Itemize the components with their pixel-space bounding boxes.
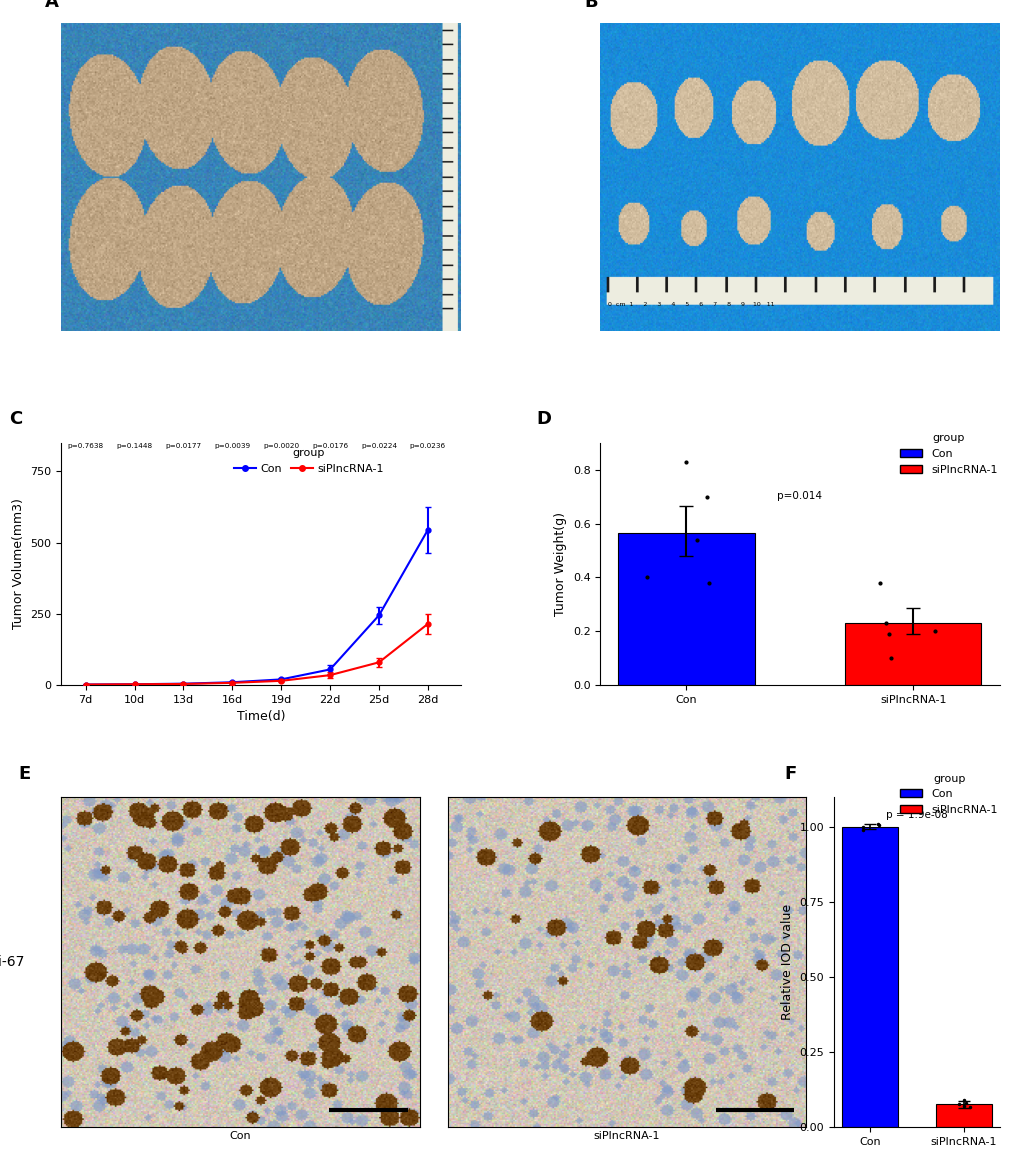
Text: p=0.0224: p=0.0224 xyxy=(361,443,396,448)
Legend: Con, siPlncRNA-1: Con, siPlncRNA-1 xyxy=(229,444,388,478)
Bar xyxy=(841,827,897,1127)
Y-axis label: Tumor Weight(g): Tumor Weight(g) xyxy=(553,512,567,616)
Bar xyxy=(845,623,980,685)
Legend: Con, siPlncRNA-1: Con, siPlncRNA-1 xyxy=(895,429,1001,480)
Bar xyxy=(618,534,754,685)
Text: A: A xyxy=(45,0,59,10)
Text: E: E xyxy=(18,766,31,783)
Text: p=0.0039: p=0.0039 xyxy=(214,443,250,448)
Text: p=0.0177: p=0.0177 xyxy=(165,443,202,448)
X-axis label: Con: Con xyxy=(229,1132,251,1141)
Text: p=0.0176: p=0.0176 xyxy=(312,443,347,448)
Text: F: F xyxy=(784,766,796,783)
Y-axis label: Tumor Volume(mm3): Tumor Volume(mm3) xyxy=(12,499,24,629)
Text: Ki-67: Ki-67 xyxy=(0,954,25,968)
X-axis label: siPlncRNA-1: siPlncRNA-1 xyxy=(593,1132,659,1141)
Text: B: B xyxy=(584,0,597,10)
X-axis label: Time(d): Time(d) xyxy=(236,711,285,723)
Text: p=0.7638: p=0.7638 xyxy=(67,443,104,448)
Text: p = 1.9e-08: p = 1.9e-08 xyxy=(886,810,947,820)
Text: C: C xyxy=(9,411,22,428)
Text: p=0.014: p=0.014 xyxy=(776,491,821,501)
Text: p=0.0020: p=0.0020 xyxy=(263,443,299,448)
Text: p=0.0236: p=0.0236 xyxy=(410,443,445,448)
Text: 0  cm  1     2     3     4     5     6     7     8     9    10   11: 0 cm 1 2 3 4 5 6 7 8 9 10 11 xyxy=(607,301,774,307)
Text: D: D xyxy=(536,411,551,428)
Bar xyxy=(934,1104,991,1127)
Text: p=0.1448: p=0.1448 xyxy=(116,443,153,448)
Legend: Con, siPlncRNA-1: Con, siPlncRNA-1 xyxy=(895,769,1002,819)
Y-axis label: Relative IOD value: Relative IOD value xyxy=(781,904,793,1020)
